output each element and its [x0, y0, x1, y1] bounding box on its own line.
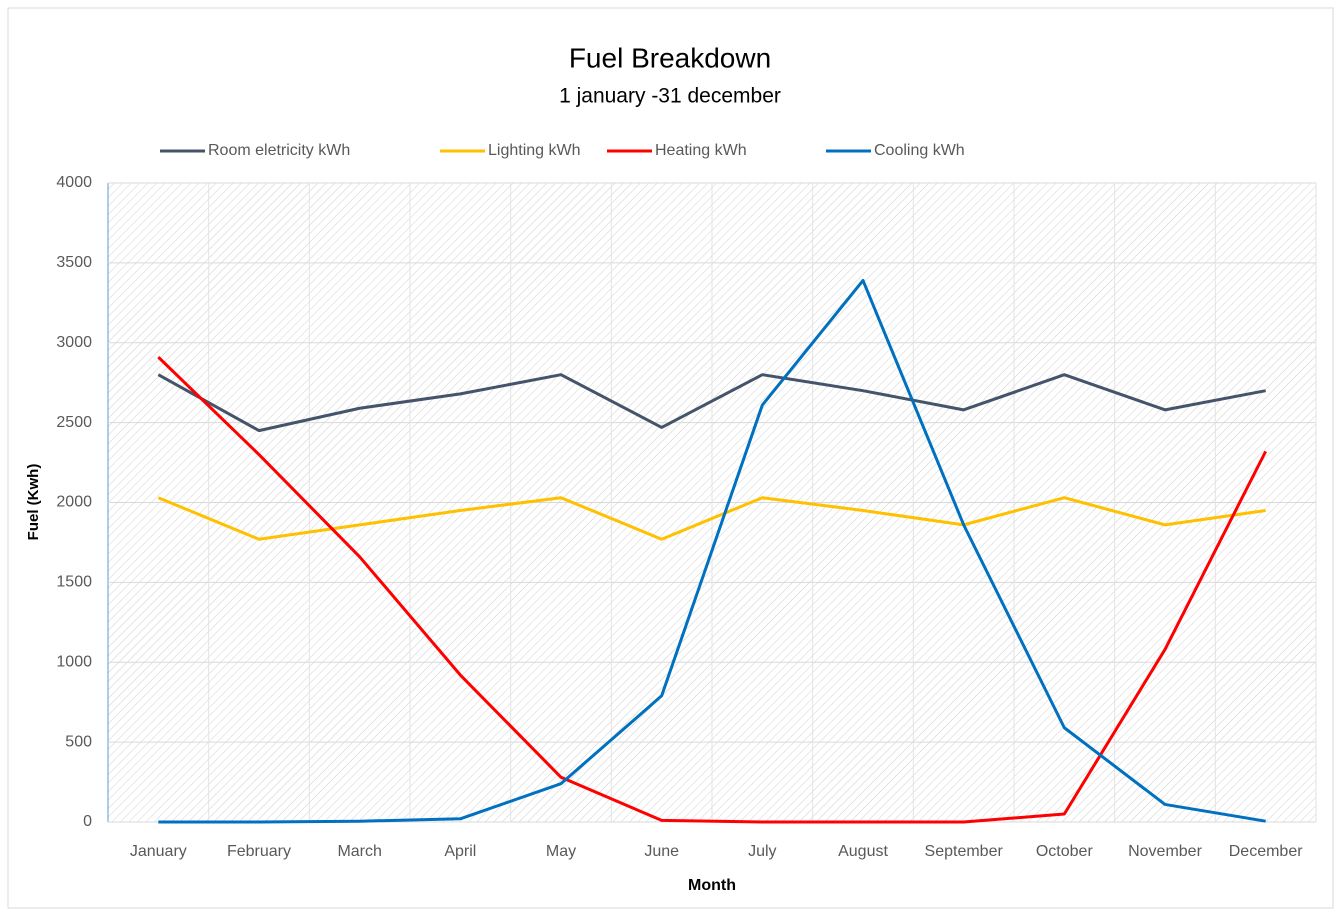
y-tick-label: 3500 [56, 254, 92, 271]
y-axis-label: Fuel (Kwh) [25, 464, 42, 541]
x-tick-label: August [838, 843, 888, 860]
series-line [157, 496, 1266, 541]
y-tick-label: 4000 [56, 174, 92, 191]
legend-label: Heating kWh [655, 142, 747, 159]
chart-title: Fuel Breakdown [569, 42, 771, 73]
y-tick-label: 500 [65, 733, 92, 750]
y-tick-label: 3000 [56, 334, 92, 351]
y-tick-label: 0 [83, 813, 92, 830]
y-tick-label: 1000 [56, 653, 92, 670]
legend-label: Lighting kWh [488, 142, 581, 159]
x-tick-label: April [444, 843, 476, 860]
x-axis-label: Month [688, 877, 736, 894]
x-tick-label: November [1128, 843, 1202, 860]
x-tick-label: June [644, 843, 679, 860]
x-tick-label: July [748, 843, 776, 860]
y-tick-label: 2000 [56, 494, 92, 511]
x-tick-label: October [1036, 843, 1094, 860]
chart-subtitle: 1 january -31 december [559, 85, 781, 108]
x-tick-label: December [1229, 843, 1303, 860]
y-tick-label: 2500 [56, 414, 92, 431]
x-tick-label: March [337, 843, 381, 860]
series-line [157, 373, 1266, 433]
legend-label: Cooling kWh [874, 142, 965, 159]
x-tick-label: May [546, 843, 576, 860]
series-line [158, 278, 1266, 824]
y-tick-label: 1500 [56, 574, 92, 591]
x-tick-label: September [925, 843, 1004, 860]
x-tick-label: January [130, 843, 187, 860]
x-tick-label: February [227, 843, 291, 860]
legend-label: Room eletricity kWh [208, 142, 350, 159]
series-line [157, 356, 1268, 824]
